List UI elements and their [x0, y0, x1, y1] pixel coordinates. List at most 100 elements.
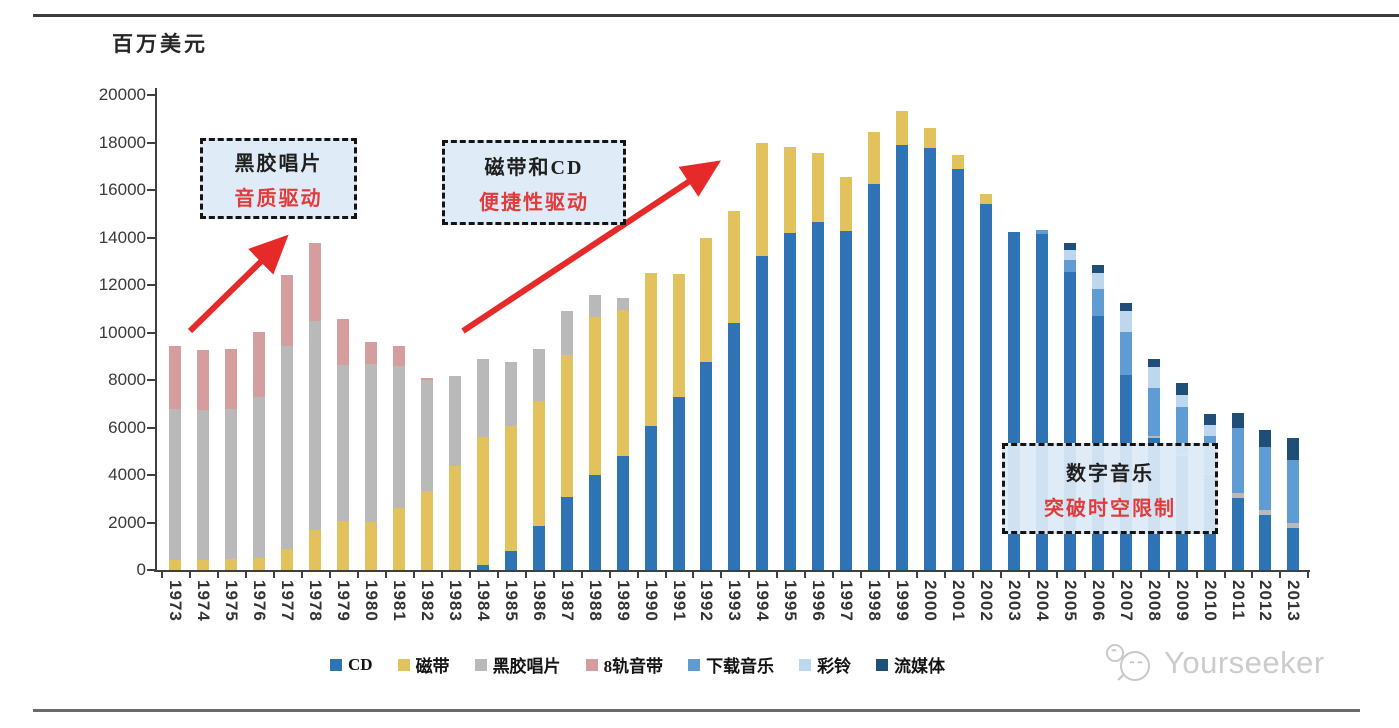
bar-1975-黑胶唱片 — [225, 409, 238, 560]
x-tick-label-1996: 1996 — [809, 580, 829, 622]
x-tick-label-1974: 1974 — [194, 580, 214, 622]
bar-1991-CD — [672, 397, 685, 570]
x-tick-label-1976: 1976 — [250, 580, 270, 622]
top-divider — [33, 14, 1399, 17]
bar-1997-磁带 — [840, 177, 853, 231]
x-tick-mark — [748, 572, 751, 578]
bar-2001-CD — [952, 168, 964, 570]
y-tick-mark — [147, 141, 155, 144]
bar-1982-8轨音带 — [420, 377, 433, 380]
x-tick-mark — [776, 572, 779, 578]
x-tick-label-1975: 1975 — [222, 580, 242, 622]
x-tick-label-1977: 1977 — [278, 580, 298, 622]
bar-2013-CD — [1287, 528, 1300, 570]
x-tick-mark — [245, 572, 248, 578]
x-tick-mark — [664, 572, 667, 578]
bar-1974-磁带 — [197, 560, 210, 570]
legend-item-黑胶唱片: 黑胶唱片 — [474, 652, 561, 677]
legend-label-流媒体: 流媒体 — [894, 657, 946, 676]
y-axis-unit-label: 百万美元 — [112, 32, 208, 56]
annotation-vinyl-title: 黑胶唱片 — [234, 152, 323, 175]
bar-1990-CD — [644, 425, 657, 570]
bar-1980-黑胶唱片 — [365, 364, 378, 522]
bar-2005-下载音乐 — [1063, 260, 1076, 273]
x-tick-label-1985: 1985 — [501, 580, 521, 622]
x-tick-label-1980: 1980 — [362, 580, 382, 622]
bar-1978-黑胶唱片 — [309, 321, 322, 531]
y-tick-mark — [147, 521, 155, 524]
bar-1987-磁带 — [560, 355, 573, 498]
bar-1979-8轨音带 — [337, 318, 350, 366]
x-tick-mark — [1055, 572, 1058, 578]
bar-2010-流媒体 — [1203, 413, 1216, 425]
bar-1976-磁带 — [253, 558, 266, 570]
bar-2008-黑胶唱片 — [1147, 435, 1160, 438]
watermark: Yourseeker — [1104, 641, 1325, 685]
x-tick-label-1973: 1973 — [166, 580, 186, 622]
y-tick-mark — [147, 569, 155, 571]
legend-swatch-彩铃 — [799, 658, 812, 671]
legend-label-CD: CD — [348, 654, 373, 674]
bar-1984-磁带 — [476, 436, 489, 566]
bar-1973-8轨音带 — [169, 346, 182, 409]
x-tick-mark — [552, 572, 555, 578]
y-tick-label: 12000 — [98, 275, 146, 294]
x-tick-label-1986: 1986 — [529, 580, 549, 622]
bar-1982-磁带 — [420, 491, 433, 570]
bar-1975-8轨音带 — [225, 349, 238, 410]
bar-2013-流媒体 — [1287, 438, 1300, 461]
bar-2011-CD — [1231, 498, 1244, 570]
legend-swatch-流媒体 — [876, 658, 889, 671]
x-tick-mark — [161, 572, 164, 578]
bar-1994-磁带 — [756, 143, 769, 257]
x-tick-label-1984: 1984 — [473, 580, 493, 622]
x-tick-mark — [189, 572, 192, 578]
x-tick-mark — [273, 572, 276, 578]
y-tick-label: 14000 — [98, 227, 146, 247]
y-tick-mark — [147, 189, 155, 191]
x-tick-mark — [496, 572, 499, 578]
legend-swatch-磁带 — [397, 658, 410, 671]
x-tick-label-1981: 1981 — [390, 580, 409, 622]
bar-1996-CD — [812, 222, 825, 570]
bar-2011-下载音乐 — [1231, 428, 1244, 493]
x-tick-mark — [692, 572, 695, 578]
legend-label-彩铃: 彩铃 — [817, 657, 852, 676]
y-tick-label: 20000 — [98, 85, 146, 104]
x-tick-mark — [860, 572, 863, 578]
x-tick-label-1987: 1987 — [557, 580, 577, 622]
legend-swatch-黑胶唱片 — [474, 658, 487, 671]
bar-1984-黑胶唱片 — [476, 359, 489, 437]
bar-1995-磁带 — [784, 147, 797, 234]
annotation-cassette-cd-title: 磁带和CD — [484, 156, 584, 179]
legend-label-黑胶唱片: 黑胶唱片 — [492, 657, 561, 676]
legend-item-8轨音带: 8轨音带 — [585, 652, 663, 677]
x-tick-label-1991: 1991 — [669, 580, 689, 622]
x-tick-label-1979: 1979 — [334, 580, 354, 622]
bar-1986-CD — [532, 525, 545, 570]
x-tick-mark — [944, 572, 947, 578]
x-tick-label-2003: 2003 — [1004, 580, 1024, 622]
watermark-text: Yourseeker — [1164, 645, 1325, 680]
annotation-digital-title: 数字音乐 — [1066, 462, 1154, 485]
x-tick-mark — [1027, 572, 1030, 578]
bar-2000-CD — [924, 148, 937, 570]
x-tick-mark — [971, 572, 974, 578]
bar-1985-黑胶唱片 — [504, 361, 517, 426]
bar-2012-CD — [1259, 514, 1272, 570]
y-tick-label: 16000 — [98, 180, 146, 199]
bar-1989-磁带 — [616, 309, 629, 457]
bar-1985-磁带 — [504, 425, 517, 552]
bar-2008-下载音乐 — [1147, 388, 1160, 436]
x-tick-mark — [1223, 572, 1226, 578]
x-tick-label-1994: 1994 — [753, 580, 773, 622]
annotation-vinyl-era: 黑胶唱片 音质驱动 — [200, 138, 357, 219]
x-tick-label-1993: 1993 — [725, 580, 745, 622]
bar-1997-CD — [840, 230, 853, 570]
bar-1973-磁带 — [169, 560, 182, 570]
bar-1975-磁带 — [225, 559, 238, 570]
legend-item-彩铃: 彩铃 — [799, 652, 851, 677]
bar-2012-流媒体 — [1259, 430, 1272, 447]
x-tick-mark — [412, 572, 415, 578]
